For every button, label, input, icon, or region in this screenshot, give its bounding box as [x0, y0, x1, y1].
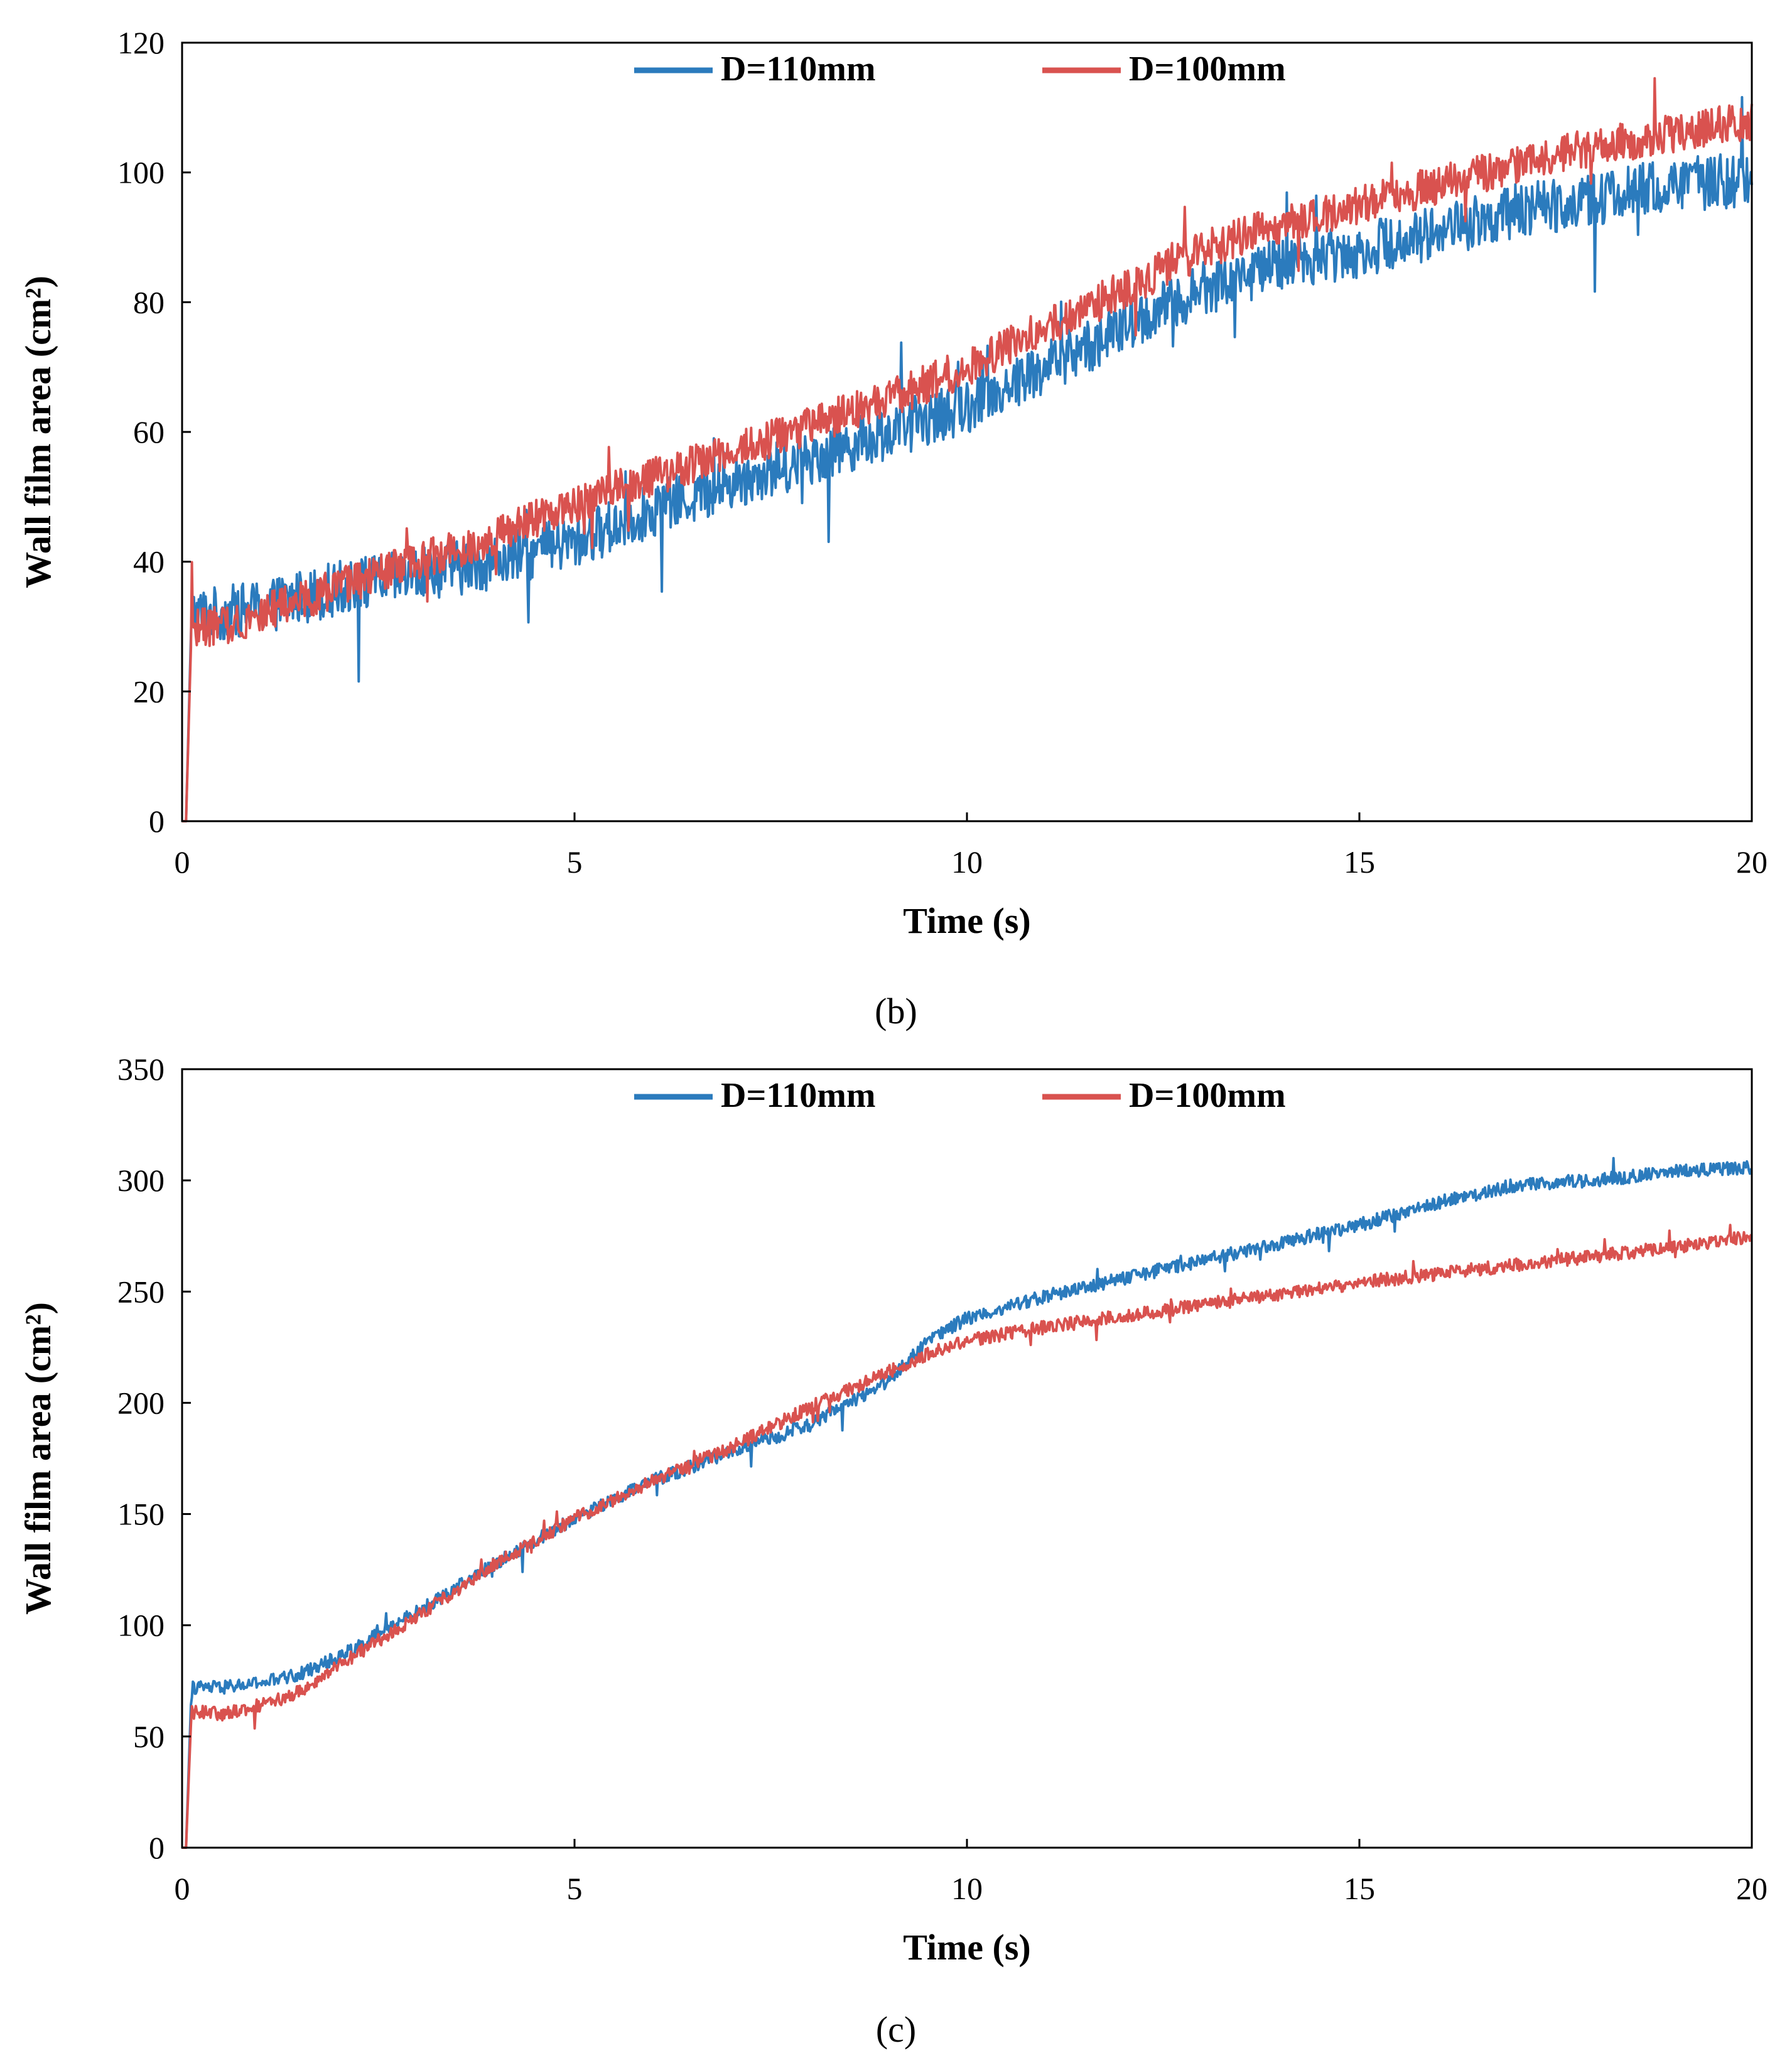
x-tick-label: 20 [1736, 1871, 1768, 1906]
legend-label-d110: D=110mm [721, 50, 876, 89]
chart-panel-c: 0 50 100 150 200 250 300 350 0 5 10 15 20 Time (s) Wal… [18, 1052, 1768, 1968]
x-tick-label: 5 [567, 844, 583, 880]
y-tick-label: 100 [117, 155, 165, 190]
series-line-d-110mm [181, 95, 1753, 822]
legend-label-d110: D=110mm [721, 1076, 876, 1115]
x-tick-label: 15 [1344, 844, 1375, 880]
x-axis-label: Time (s) [903, 900, 1031, 941]
x-tick-label: 5 [567, 1871, 583, 1906]
y-tick-label: 40 [133, 544, 165, 579]
legend-label-d100: D=100mm [1129, 50, 1286, 89]
x-tick-label: 20 [1736, 844, 1768, 880]
x-tick-label: 0 [175, 844, 190, 880]
y-tick-label: 350 [117, 1052, 165, 1087]
x-tick-label: 15 [1344, 1871, 1375, 1906]
y-axis-label: Wall film area (cm²) [18, 276, 58, 588]
y-tick-label: 150 [117, 1497, 165, 1532]
y-tick-label: 0 [149, 804, 165, 839]
y-tick-label: 100 [117, 1608, 165, 1643]
y-tick-label: 80 [133, 284, 165, 320]
y-tick-label: 60 [133, 414, 165, 450]
caption-b: (b) [875, 991, 917, 1032]
y-tick-label: 50 [133, 1719, 165, 1754]
x-tick-label: 10 [951, 1871, 983, 1906]
series-line-d-100mm [181, 1224, 1753, 1849]
y-axis-label: Wall film area (cm²) [18, 1302, 58, 1615]
y-tick-label: 120 [117, 25, 165, 60]
y-tick-label: 250 [117, 1274, 165, 1309]
y-tick-label: 200 [117, 1385, 165, 1420]
x-axis-label: Time (s) [903, 1927, 1031, 1968]
y-tick-label: 300 [117, 1163, 165, 1198]
series-line-d-100mm [181, 77, 1753, 822]
y-tick-label: 0 [149, 1830, 165, 1865]
x-tick-label: 10 [951, 844, 983, 880]
legend-label-d100: D=100mm [1129, 1076, 1286, 1115]
caption-c: (c) [876, 2009, 916, 2050]
y-tick-label: 20 [133, 674, 165, 709]
x-tick-label: 0 [175, 1871, 190, 1906]
chart-panel-b: 0 20 40 60 80 100 120 0 5 10 15 20 Time (s) Wall film… [18, 25, 1768, 941]
